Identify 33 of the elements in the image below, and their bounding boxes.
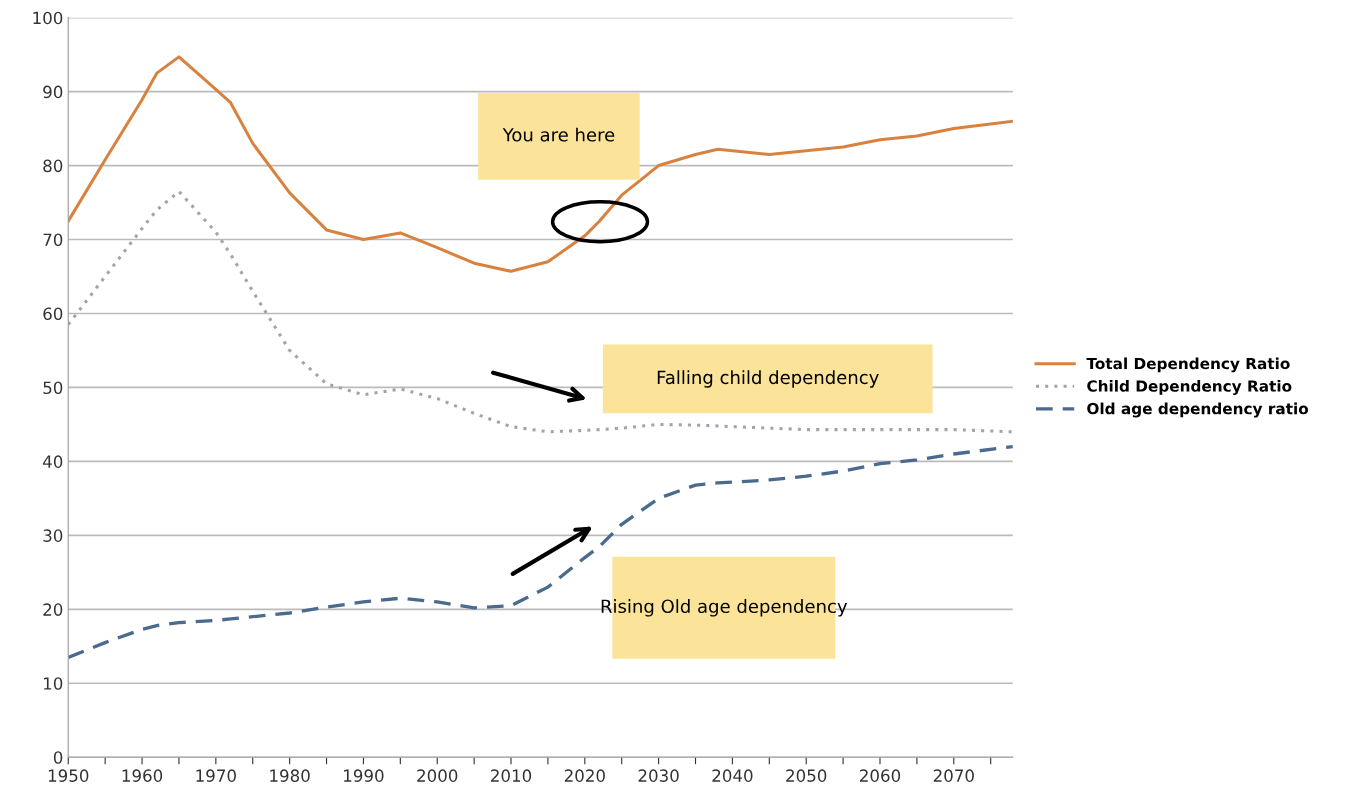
y-tick-label: 40 <box>43 455 63 468</box>
x-tick-label: 2060 <box>860 769 901 782</box>
x-tick-label: 1950 <box>48 769 89 782</box>
x-tick-label: 2000 <box>417 769 458 782</box>
legend-label: Child Dependency Ratio <box>1087 379 1292 395</box>
x-tick-label: 2010 <box>491 769 532 782</box>
annotation: Rising Old age dependency <box>601 599 848 617</box>
y-tick-label: 90 <box>43 85 63 99</box>
x-tick-label: 1980 <box>270 769 310 782</box>
x-tick-label: 2040 <box>712 769 753 782</box>
y-tick-label: 80 <box>43 159 63 173</box>
x-tick-label: 2030 <box>638 769 679 782</box>
x-tick-label: 2020 <box>564 769 605 782</box>
y-tick-label: 60 <box>43 307 63 321</box>
x-tick-label: 1970 <box>196 769 236 782</box>
x-tick-label: 2070 <box>933 769 974 782</box>
annotation: Falling child dependency <box>657 370 879 388</box>
y-tick-label: 30 <box>43 529 63 542</box>
y-tick-label: 70 <box>43 233 63 247</box>
x-tick-label: 1990 <box>344 769 384 782</box>
line-series <box>68 444 1013 660</box>
y-tick-label: 20 <box>43 603 63 616</box>
line-series <box>68 189 1013 434</box>
legend-label: Old age dependency ratio <box>1087 402 1309 418</box>
line-series <box>68 55 1013 273</box>
x-tick-label: 1960 <box>122 769 163 782</box>
annotation: You are here <box>502 127 615 142</box>
y-tick-label: 100 <box>33 11 63 25</box>
y-tick-label: 0 <box>53 751 63 764</box>
y-tick-label: 10 <box>44 677 63 690</box>
x-tick-label: 2050 <box>786 769 827 782</box>
y-tick-label: 50 <box>43 381 63 395</box>
legend-label: Total Dependency Ratio <box>1086 357 1290 373</box>
